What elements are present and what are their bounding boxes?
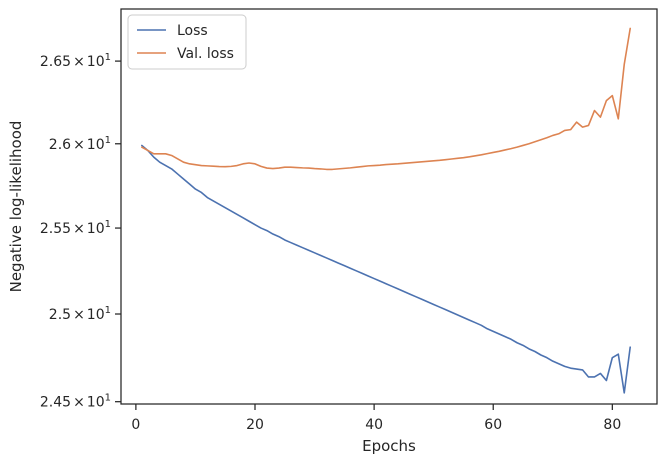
y-tick-times: × (73, 137, 85, 153)
axes-frame (120, 8, 658, 405)
y-tick-times: × (73, 54, 85, 70)
y-tick-exp: 1 (105, 305, 111, 316)
y-tick-base: 10 (87, 395, 105, 411)
y-tick-base: 10 (87, 137, 105, 153)
y-tick-base: 10 (87, 307, 105, 323)
y-tick-times: × (73, 221, 85, 237)
y-tick-label: 2.55 × 101 (40, 219, 111, 237)
x-tick-label: 80 (603, 417, 621, 433)
series-line-loss (141, 144, 632, 394)
x-tick-label: 60 (484, 417, 502, 433)
x-tick-label: 40 (365, 417, 383, 433)
x-tick-label: 20 (246, 417, 264, 433)
y-tick-mantissa: 2.45 (40, 395, 71, 411)
x-axis-label: Epochs (362, 437, 416, 455)
x-axis-ticks: 0 20 40 60 80 (131, 404, 621, 433)
legend: Loss Val. loss (127, 14, 247, 70)
y-tick-mantissa: 2.5 (49, 307, 71, 323)
y-tick-exp: 1 (105, 393, 111, 404)
y-tick-exp: 1 (105, 219, 111, 230)
series-layer (141, 27, 632, 394)
legend-box (127, 14, 247, 70)
y-tick-label: 2.45 × 101 (40, 393, 111, 411)
y-tick-times: × (73, 395, 85, 411)
y-tick-base: 10 (87, 54, 105, 70)
legend-label-loss: Loss (177, 23, 208, 39)
y-tick-mantissa: 2.6 (49, 137, 71, 153)
legend-label-val-loss: Val. loss (177, 46, 234, 62)
y-tick-exp: 1 (105, 135, 111, 146)
y-tick-base: 10 (87, 221, 105, 237)
y-tick-mantissa: 2.65 (40, 54, 71, 70)
x-tick-label: 0 (131, 417, 140, 433)
y-tick-times: × (73, 307, 85, 323)
y-tick-mantissa: 2.55 (40, 221, 71, 237)
y-tick-label: 2.6 × 101 (49, 135, 111, 153)
y-tick-label: 2.5 × 101 (49, 305, 111, 323)
series-line-val-loss (141, 27, 632, 171)
plot-area (120, 8, 658, 405)
y-tick-exp: 1 (105, 52, 111, 63)
y-tick-label: 2.65 × 101 (40, 52, 111, 70)
y-axis-label: Negative log-likelihood (7, 121, 25, 293)
